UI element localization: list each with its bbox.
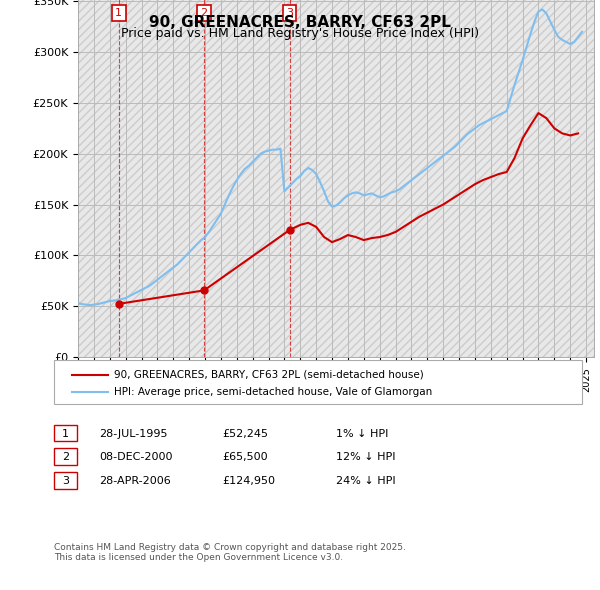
Text: 1: 1 xyxy=(62,429,69,438)
Text: 2: 2 xyxy=(62,453,69,462)
Text: Contains HM Land Registry data © Crown copyright and database right 2025.
This d: Contains HM Land Registry data © Crown c… xyxy=(54,543,406,562)
Text: Price paid vs. HM Land Registry's House Price Index (HPI): Price paid vs. HM Land Registry's House … xyxy=(121,27,479,40)
Text: £124,950: £124,950 xyxy=(222,476,275,486)
Text: 12% ↓ HPI: 12% ↓ HPI xyxy=(336,453,395,462)
Text: 28-APR-2006: 28-APR-2006 xyxy=(99,476,171,486)
Text: 1: 1 xyxy=(115,8,122,18)
Text: HPI: Average price, semi-detached house, Vale of Glamorgan: HPI: Average price, semi-detached house,… xyxy=(114,388,432,397)
Text: 24% ↓ HPI: 24% ↓ HPI xyxy=(336,476,395,486)
Text: 2: 2 xyxy=(200,8,208,18)
Text: 90, GREENACRES, BARRY, CF63 2PL (semi-detached house): 90, GREENACRES, BARRY, CF63 2PL (semi-de… xyxy=(114,370,424,379)
Text: 90, GREENACRES, BARRY, CF63 2PL: 90, GREENACRES, BARRY, CF63 2PL xyxy=(149,15,451,30)
Text: 28-JUL-1995: 28-JUL-1995 xyxy=(99,429,167,438)
Text: 3: 3 xyxy=(286,8,293,18)
Text: 3: 3 xyxy=(62,476,69,486)
Text: £52,245: £52,245 xyxy=(222,429,268,438)
Text: 08-DEC-2000: 08-DEC-2000 xyxy=(99,453,173,462)
Text: 1% ↓ HPI: 1% ↓ HPI xyxy=(336,429,388,438)
Text: £65,500: £65,500 xyxy=(222,453,268,462)
